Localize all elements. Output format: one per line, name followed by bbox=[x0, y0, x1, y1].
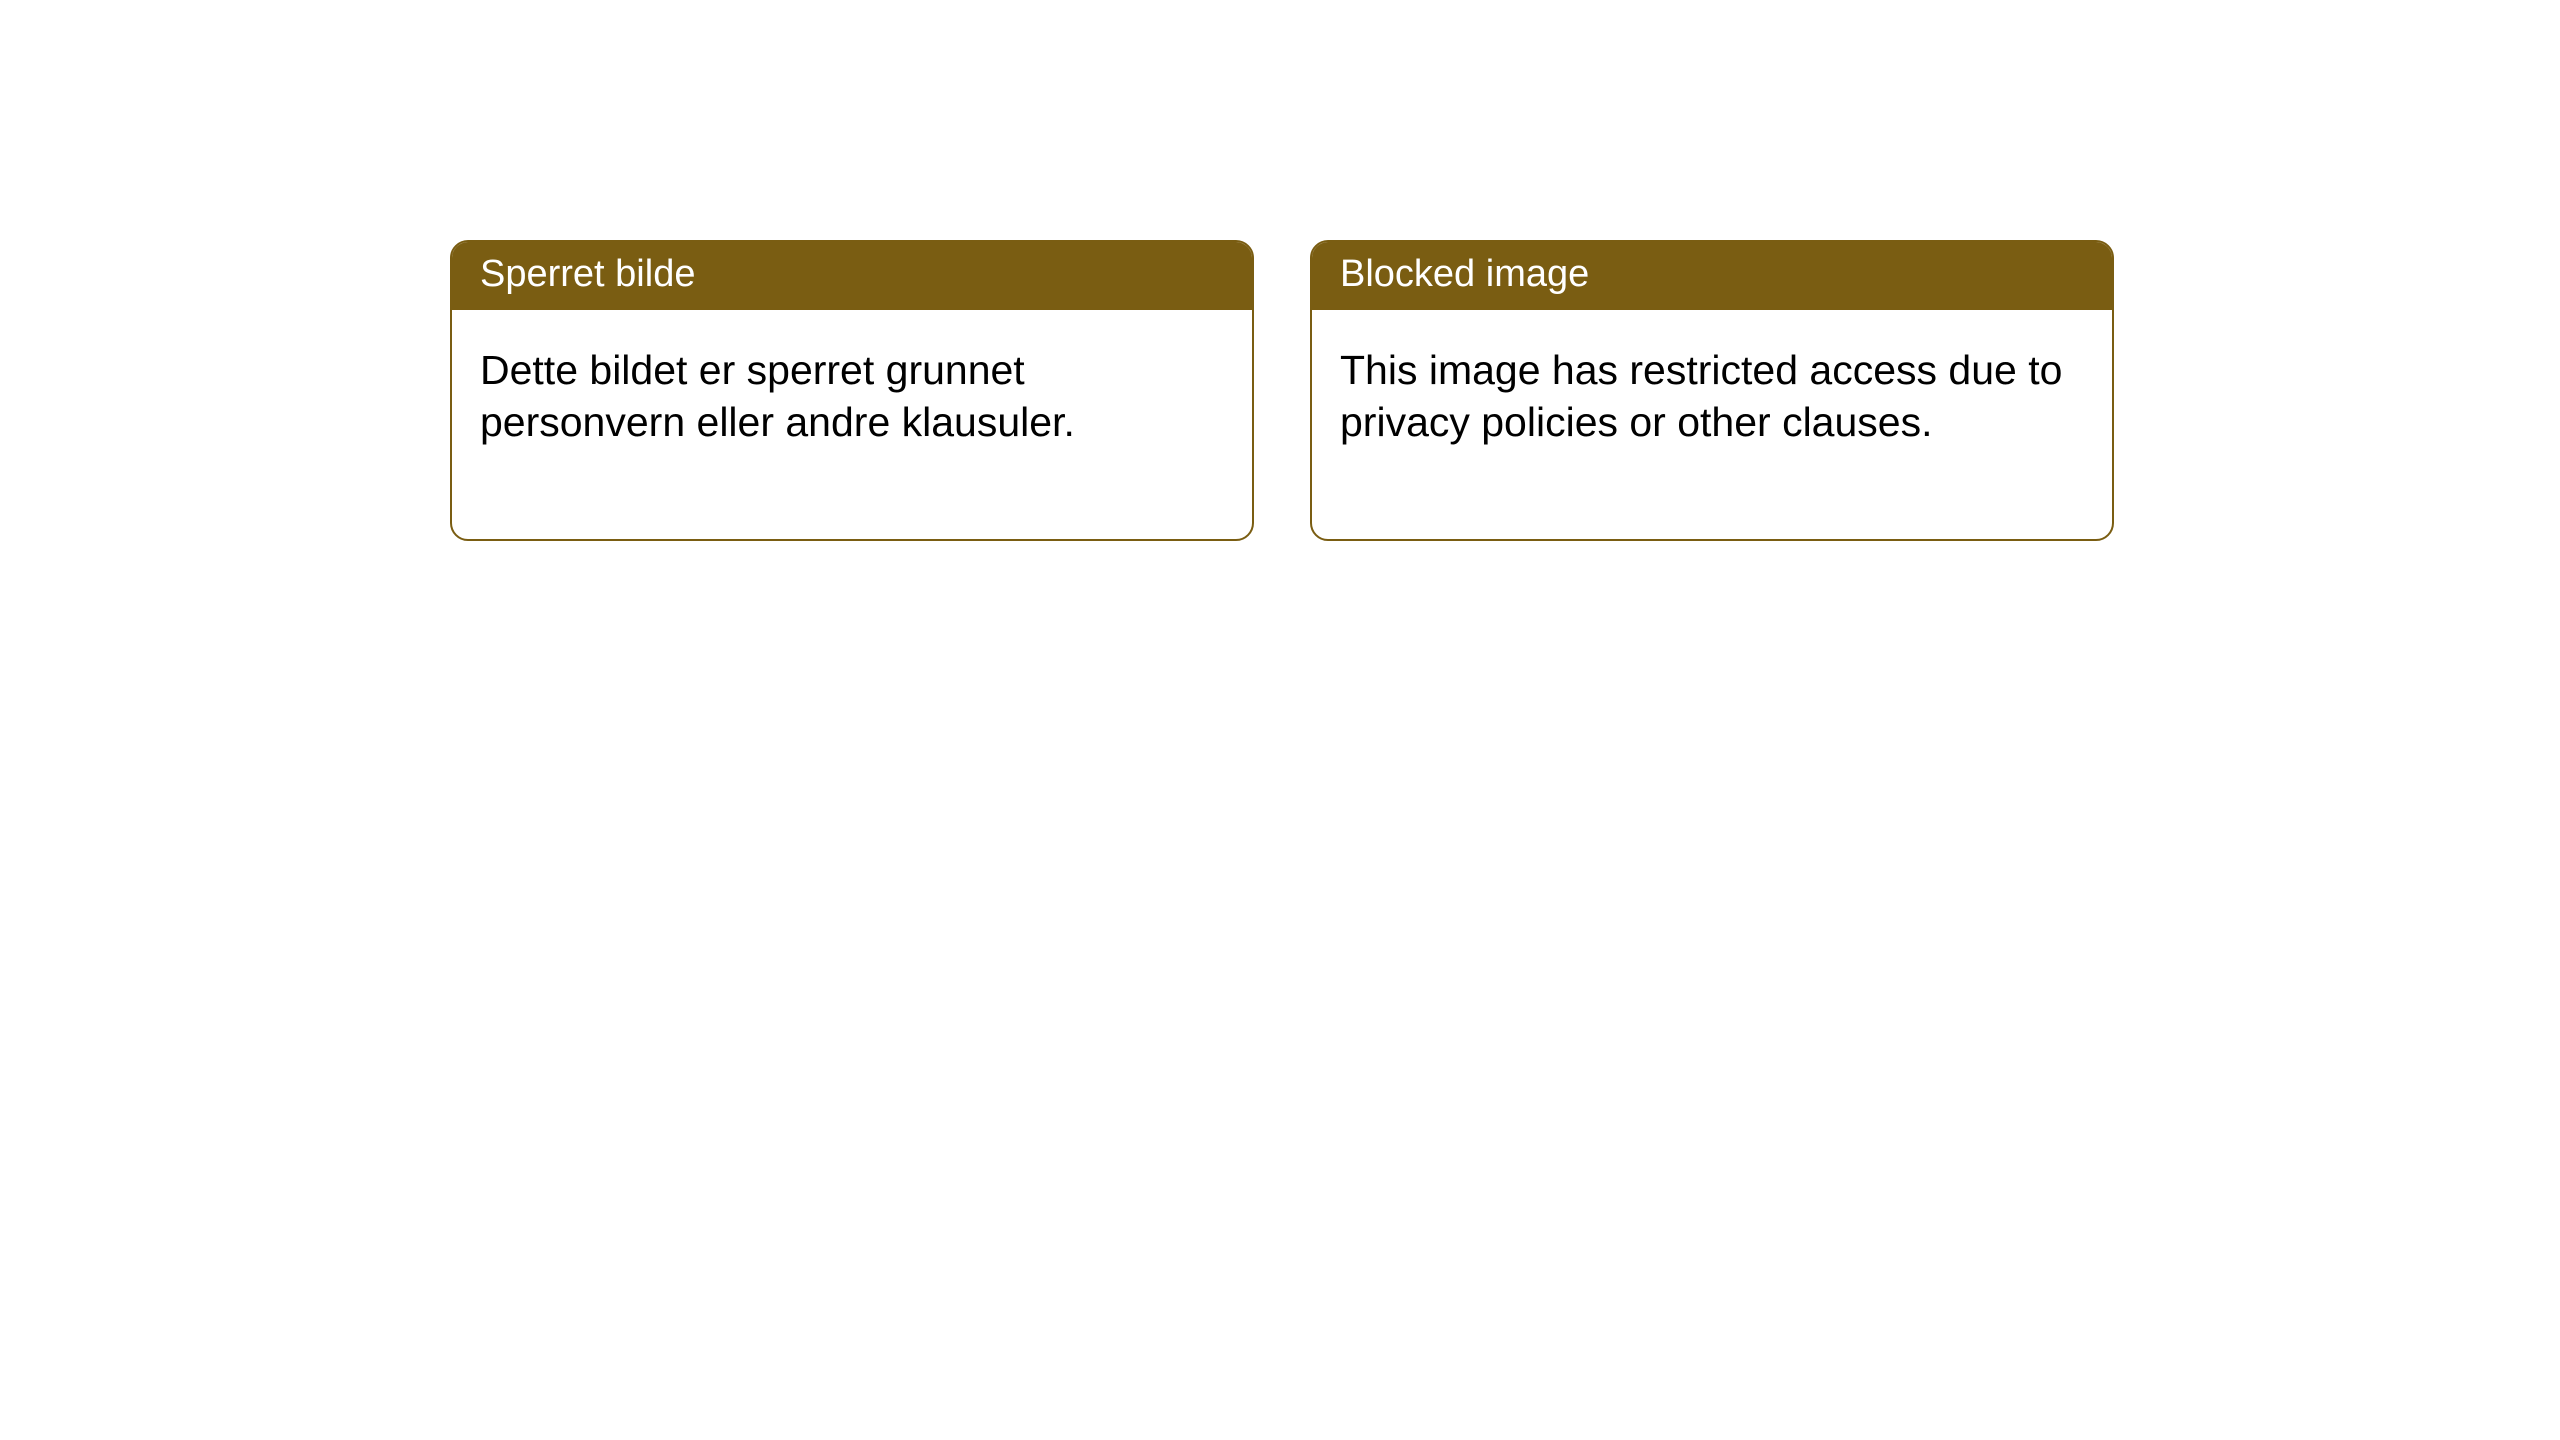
notice-title: Sperret bilde bbox=[480, 253, 695, 295]
notice-card-header: Sperret bilde bbox=[452, 242, 1252, 310]
notice-cards-container: Sperret bilde Dette bildet er sperret gr… bbox=[450, 240, 2114, 541]
notice-card-body: This image has restricted access due to … bbox=[1312, 310, 2112, 539]
notice-card-body: Dette bildet er sperret grunnet personve… bbox=[452, 310, 1252, 539]
notice-card-english: Blocked image This image has restricted … bbox=[1310, 240, 2114, 541]
notice-card-norwegian: Sperret bilde Dette bildet er sperret gr… bbox=[450, 240, 1254, 541]
notice-title: Blocked image bbox=[1340, 253, 1589, 295]
notice-card-header: Blocked image bbox=[1312, 242, 2112, 310]
notice-body-text: Dette bildet er sperret grunnet personve… bbox=[480, 347, 1075, 445]
notice-body-text: This image has restricted access due to … bbox=[1340, 347, 2062, 445]
